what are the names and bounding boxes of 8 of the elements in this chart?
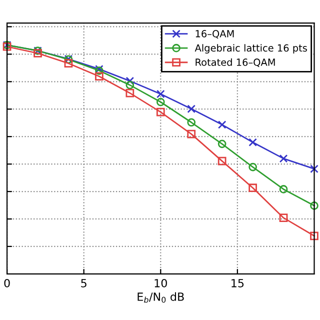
x-tick-label: 5 xyxy=(81,279,86,288)
x-tick-label: 15 xyxy=(232,279,244,288)
legend-label: 16–QAM xyxy=(196,30,234,38)
legend-label: Algebraic lattice 16 pts xyxy=(194,44,307,54)
x-tick-label: 10 xyxy=(154,278,167,288)
x-axis-title: E$_{b}$/N$_{0}$ dB xyxy=(138,292,184,303)
legend-label: Rotated 16–QAM xyxy=(196,58,275,68)
x-tick-label: 0 xyxy=(4,278,10,288)
